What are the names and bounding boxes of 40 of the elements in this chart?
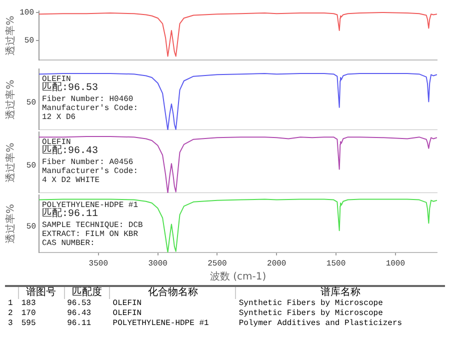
y-axis-title: 透过率% (4, 80, 17, 120)
text: OLEFIN (112, 299, 143, 309)
annotation: Fiber Number: H0460 (42, 95, 134, 104)
x-tick-label: 3000 (148, 259, 168, 268)
text: 化合物名称 (110, 287, 236, 299)
text: 170 (20, 309, 37, 319)
text: 595 (20, 319, 37, 329)
annotation: SAMPLE TECHNIQUE: DCB EXTRACT: FILM ON KBR (42, 221, 144, 239)
annotation: Manufacturer's Code: 4 X D2 WHITE (42, 167, 138, 185)
x-tick-label: 3500 (88, 259, 108, 268)
text: Synthetic Fibers by Microscope (238, 309, 384, 319)
y-axis-title: 透过率% (4, 204, 17, 244)
annotation: CAS NUMBER: (42, 239, 95, 248)
text: POLYETHYLENE-HDPE #1 (112, 319, 210, 329)
annotation: 匹配:96.53 (42, 82, 98, 94)
y-axis-title: 透过率% (4, 142, 17, 182)
x-tick-label: 2000 (267, 259, 286, 268)
x-axis-title: 波数 (cm-1) (210, 270, 266, 283)
annotation: Fiber Number: A0456 (42, 158, 134, 167)
text: 匹配度 (64, 287, 110, 299)
text: 96.11 (66, 319, 92, 329)
x-tick-label: 2500 (208, 259, 228, 268)
y-tick-label: 100 (20, 8, 34, 18)
text: 1 (7, 299, 14, 309)
annotation: 匹配:96.43 (42, 145, 98, 157)
text: 3 (7, 319, 14, 329)
x-tick-label: 1500 (326, 259, 346, 268)
text: 2 (7, 309, 14, 319)
text: 183 (20, 299, 37, 309)
text: 谱库名称 (236, 287, 445, 299)
text: Polymer Additives and Plasticizers (238, 319, 404, 329)
text: 谱图号 (18, 287, 64, 299)
annotation: 匹配:96.11 (42, 208, 98, 220)
text: 96.43 (66, 309, 92, 319)
y-axis-title: 透过率% (4, 16, 17, 56)
text: OLEFIN (112, 309, 143, 319)
text: Synthetic Fibers by Microscope (238, 299, 384, 309)
annotation: Manufacturer's Code: 12 X D6 (42, 104, 138, 122)
text: 96.53 (66, 299, 92, 309)
x-tick-label: 1000 (386, 259, 406, 268)
